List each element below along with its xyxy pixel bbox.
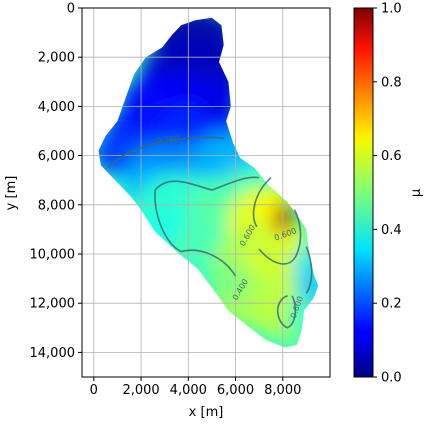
y-tick-label-2: 4,000 <box>38 100 75 115</box>
y-tick-label-3: 6,000 <box>38 149 75 164</box>
y-tick-label-4: 8,000 <box>38 198 75 213</box>
colorbar <box>353 7 374 378</box>
colorbar-tick-label-3: 0.6 <box>381 149 402 164</box>
x-tick-label-4: 8,000 <box>264 383 301 398</box>
mu-blob-18 <box>278 206 293 228</box>
x-tick-label-1: 2,000 <box>122 383 159 398</box>
x-tick-label-3: 6,000 <box>217 383 254 398</box>
colorbar-label: μ <box>409 189 424 197</box>
contour-0.6-b <box>258 209 302 265</box>
colorbar-tick-label-0: 0.0 <box>381 371 402 386</box>
x-tick-label-2: 4,000 <box>170 383 207 398</box>
y-axis: 0 2,000 4,000 6,000 8,000 10,000 12,000 14,000 <box>30 2 82 361</box>
plot-frame <box>81 7 331 378</box>
contour-0.6-a <box>252 177 272 228</box>
y-axis-label: y [m] <box>4 176 19 211</box>
contour-0.4-b <box>305 246 313 294</box>
colorbar-tick-label-1: 0.2 <box>381 297 402 312</box>
contour-label-0.2: 0.200 <box>156 134 180 145</box>
colorbar-ticks: 0.0 0.2 0.4 0.6 0.8 1.0 <box>373 2 402 386</box>
colorbar-tick-label-4: 0.8 <box>381 75 402 90</box>
x-tick-label-0: 0 <box>90 383 98 398</box>
colorbar-tick-label-2: 0.4 <box>381 223 402 238</box>
x-axis-label: x [m] <box>189 405 224 420</box>
contour-0.4-a <box>154 176 260 277</box>
contour-0.6-c <box>276 295 297 329</box>
x-axis: 0 2,000 4,000 6,000 8,000 <box>90 377 301 398</box>
y-tick-label-6: 12,000 <box>30 297 76 312</box>
colorbar-tick-label-5: 1.0 <box>381 2 402 17</box>
y-tick-label-0: 0 <box>67 2 75 17</box>
y-tick-label-7: 14,000 <box>30 346 76 361</box>
y-tick-label-1: 2,000 <box>38 51 75 66</box>
contour-0.2 <box>107 136 224 169</box>
y-tick-label-5: 10,000 <box>30 248 76 263</box>
mu-blob-28 <box>207 258 250 299</box>
